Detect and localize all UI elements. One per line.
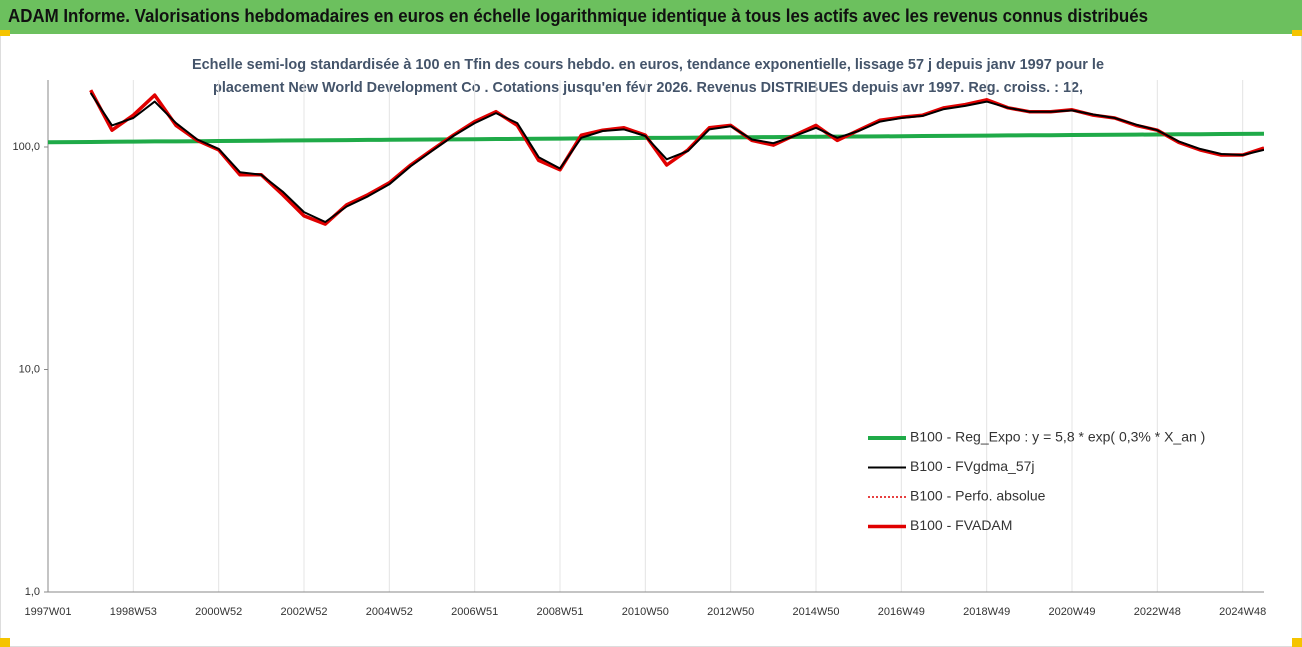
x-tick-label: 2022W48 (1134, 606, 1181, 618)
x-tick-label: 2014W50 (792, 606, 839, 618)
x-tick-label: 2000W52 (195, 606, 242, 618)
chart-subtitle: Echelle semi-log standardisée à 100 en T… (192, 56, 1104, 73)
legend-label: B100 - FVgdma_57j (910, 458, 1035, 474)
x-tick-label: 2018W49 (963, 606, 1010, 618)
corner-mark (1292, 638, 1302, 647)
title-banner (0, 0, 1302, 34)
corner-mark (0, 638, 10, 647)
series-group (48, 89, 1264, 226)
x-tick-label: 2008W51 (536, 606, 583, 618)
series-line (89, 92, 1264, 223)
x-tick-label: 2016W49 (878, 606, 925, 618)
x-tick-label: 2004W52 (366, 606, 413, 618)
chart-subtitle: placement New World Development Co . Cot… (213, 79, 1083, 96)
chart-title: ADAM Informe. Valorisations hebdomadaire… (8, 6, 1148, 26)
corner-mark (1292, 30, 1302, 36)
x-tick-label: 1998W53 (110, 606, 157, 618)
y-tick-label: 1,0 (25, 586, 40, 598)
legend-label: B100 - FVADAM (910, 517, 1012, 533)
x-tick-label: 2024W48 (1219, 606, 1266, 618)
x-tick-label: 2002W52 (280, 606, 327, 618)
x-tick-label: 2012W50 (707, 606, 754, 618)
y-tick-label: 10,0 (19, 363, 40, 375)
x-tick-label: 1997W01 (24, 606, 71, 618)
legend-label: B100 - Reg_Expo : y = 5,8 * exp( 0,3% * … (910, 429, 1205, 445)
x-tick-label: 2020W49 (1048, 606, 1095, 618)
x-tick-label: 2010W50 (622, 606, 669, 618)
x-tick-label: 2006W51 (451, 606, 498, 618)
legend-label: B100 - Perfo. absolue (910, 488, 1046, 504)
y-tick-label: 100,0 (12, 141, 40, 153)
series-line (48, 131, 1264, 145)
corner-mark (0, 30, 10, 36)
